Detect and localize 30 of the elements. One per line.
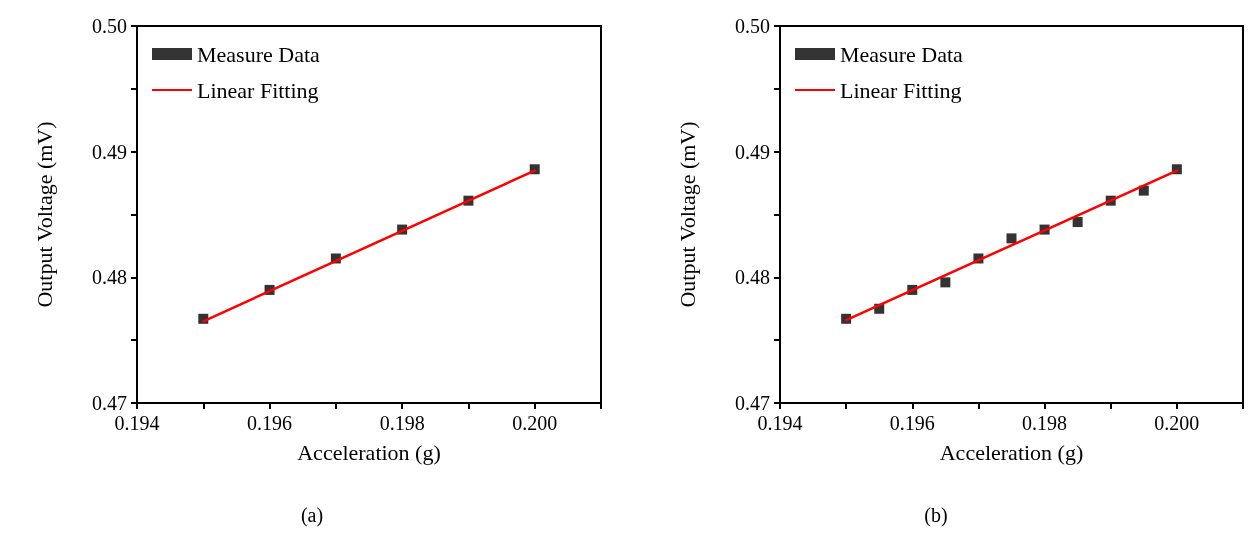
point [940, 277, 951, 288]
text: (a) [300, 504, 324, 527]
y-tick-label: 0.48 [735, 266, 770, 289]
x-tick-label: 0.198 [1022, 412, 1068, 434]
y-tick-label: 0.49 [735, 140, 770, 163]
y-tick-label: 0.48 [92, 266, 127, 289]
x-tick-label: 0.194 [757, 412, 803, 434]
point [1006, 233, 1017, 244]
point [1072, 217, 1083, 228]
legend-label: Measure Data [197, 41, 321, 67]
y-tick-label: 0.47 [92, 392, 127, 414]
x-tick-label: 0.196 [247, 412, 293, 434]
legend-label: Measure Data [840, 41, 964, 67]
legend-label: Linear Fitting [840, 77, 962, 103]
y-tick-label: 0.50 [92, 15, 127, 37]
y-tick-label: 0.50 [735, 15, 770, 37]
x-tick-label: 0.194 [114, 412, 160, 434]
legend-label: Linear Fitting [197, 77, 319, 103]
y-axis-title: Output Voltage (mV) [31, 121, 57, 308]
x-axis-title: Acceleration (g) [939, 439, 1084, 465]
x-tick-label: 0.198 [379, 412, 425, 434]
y-tick-label: 0.49 [92, 140, 127, 163]
x-axis-title: Acceleration (g) [297, 439, 441, 465]
x-tick-label: 0.196 [889, 412, 935, 434]
text: (b) [924, 504, 948, 527]
y-axis-title: Output Voltage (mV) [674, 121, 700, 308]
x-tick-label: 0.200 [512, 412, 558, 434]
x-tick-label: 0.200 [1154, 412, 1200, 434]
point [1138, 185, 1149, 196]
y-tick-label: 0.47 [735, 392, 770, 414]
